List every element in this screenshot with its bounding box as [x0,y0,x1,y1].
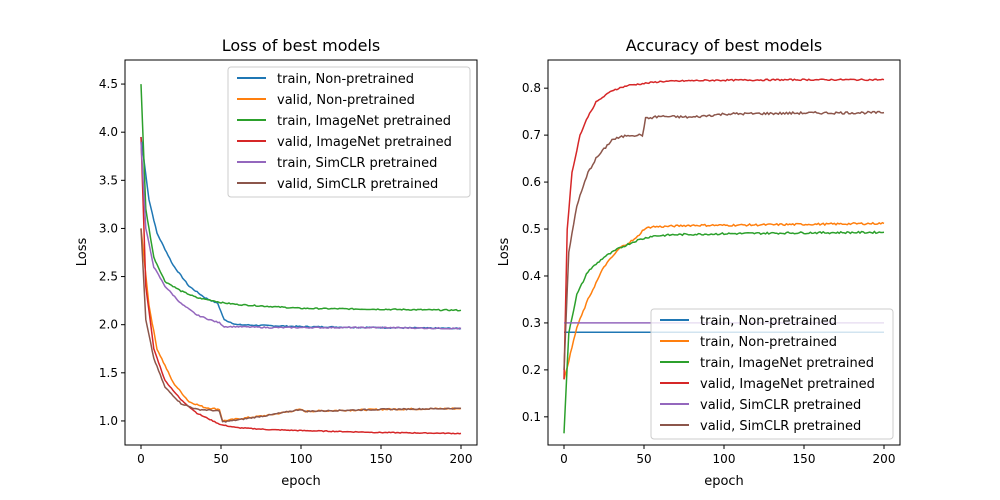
legend-entry: valid, ImageNet pretrained [277,135,452,150]
accuracy-chart-legend: train, Non-pretrained train, Non-pretrain… [650,308,894,440]
y-tick-label: 0.8 [522,81,541,95]
series-line-4 [140,141,462,330]
series-line-3 [563,78,885,380]
loss-chart: Loss of best models 0 50 100 150 200 1.0 1.5 2.… [75,36,478,489]
x-tick-label: 50 [636,452,651,466]
x-tick-label: 100 [290,452,313,466]
y-tick-label: 1.5 [99,366,118,380]
series-line-1 [140,228,462,423]
loss-chart-x-axis-label: epoch [281,474,321,489]
y-tick-label: 0.4 [522,269,541,283]
series-line-3 [140,136,462,435]
loss-chart-legend: train, Non-pretrained valid, Non-pretrain… [227,66,471,198]
y-tick-label: 1.0 [99,414,118,428]
accuracy-chart-ticks: 0 50 100 150 200 0.1 0.2 0.3 0.4 0.5 0.6 0.7 0.8 [522,81,896,466]
x-tick-label: 0 [560,452,568,466]
series-line-2 [140,84,462,312]
accuracy-chart: Accuracy of best models 0 50 100 150 2000.10… [497,36,901,489]
x-tick-label: 50 [213,452,228,466]
legend-entry: train, ImageNet pretrained [277,114,451,129]
x-tick-label: 150 [370,452,393,466]
loss-chart-title: Loss of best models [222,36,381,55]
accuracy-chart-y-axis-label: Loss [497,238,512,267]
series-line-5 [140,228,462,423]
x-tick-label: 200 [873,452,896,466]
x-tick-label: 100 [713,452,736,466]
legend-entry: train, Non-pretrained [277,72,414,87]
y-tick-label: 0.7 [522,128,541,142]
legend-entry: valid, SimCLR pretrained [700,398,861,413]
legend-entry: train, ImageNet pretrained [700,356,874,371]
legend-entry: train, SimCLR pretrained [277,156,437,171]
y-tick-label: 0.6 [522,175,541,189]
loss-chart-lines [140,84,462,435]
legend-entry: valid, SimCLR pretrained [700,419,861,434]
x-tick-label: 200 [450,452,473,466]
y-tick-label: 3.5 [99,173,118,187]
x-tick-label: 0 [137,452,145,466]
y-tick-label: 3.0 [99,221,118,235]
series-line-1 [563,221,885,380]
series-line-2 [563,230,885,434]
legend-box [650,308,894,440]
series-line-5 [563,110,885,370]
y-tick-label: 0.1 [522,410,541,424]
accuracy-chart-x-axis-label: epoch [704,474,744,489]
y-tick-label: 0.5 [522,222,541,236]
y-tick-label: 4.0 [99,125,118,139]
legend-entry: train, Non-pretrained [700,335,837,350]
loss-chart-ticks: 0 50 100 150 200 1.0 1.5 2.0 2.5 3.0 3.5 4.0 4.5 [99,77,473,466]
legend-entry: valid, Non-pretrained [277,93,415,108]
y-tick-label: 2.5 [99,270,118,284]
y-tick-label: 0.3 [522,316,541,330]
x-tick-label: 150 [793,452,816,466]
loss-chart-y-axis-label: Loss [75,238,90,267]
y-tick-label: 0.2 [522,363,541,377]
y-tick-label: 2.0 [99,318,118,332]
accuracy-chart-title: Accuracy of best models [626,36,823,55]
legend-box [227,66,471,198]
y-tick-label: 4.5 [99,77,118,91]
legend-entry: valid, ImageNet pretrained [700,377,875,392]
legend-entry: train, Non-pretrained [700,314,837,329]
legend-entry: valid, SimCLR pretrained [277,177,438,192]
